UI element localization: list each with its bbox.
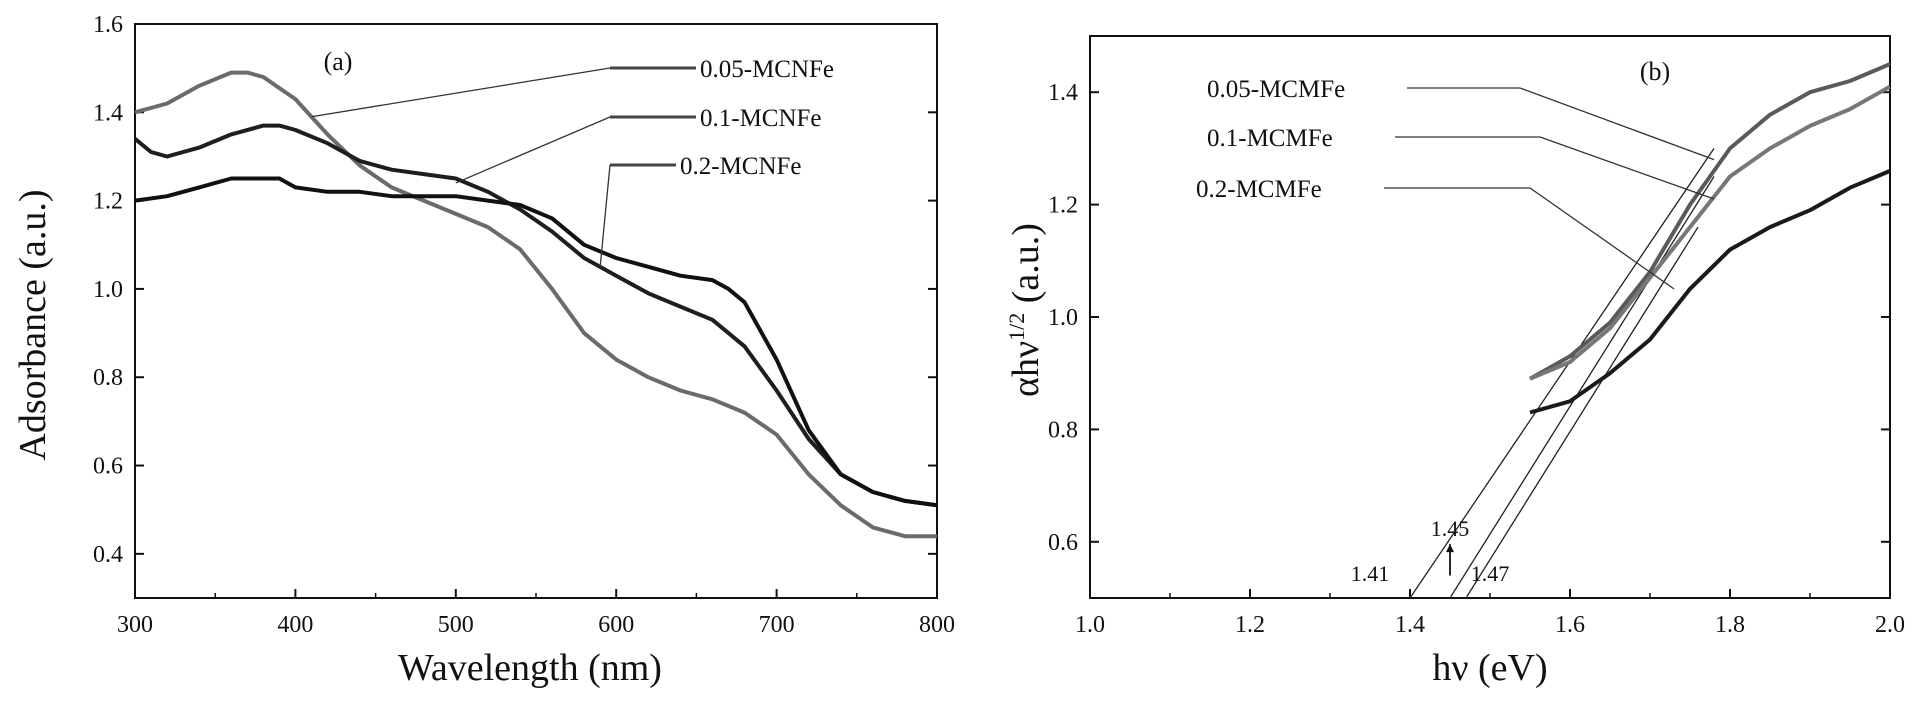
series-line-0.1-MCNFe xyxy=(135,123,937,508)
series-line-0.2-MCNFe xyxy=(135,176,937,508)
legend-pointer xyxy=(455,116,611,184)
x-tick-label: 1.4 xyxy=(1395,612,1425,638)
x-axis-title: Wavelength (nm) xyxy=(398,647,662,689)
annotation-label: 1.45 xyxy=(1431,516,1470,541)
x-tick-label: 1.0 xyxy=(1075,612,1105,638)
y-axis-title-main: αhν xyxy=(1005,341,1047,397)
y-tick-label: 1.2 xyxy=(1048,193,1078,219)
panel-a-absorbance-chart: 300 400 500 600 700 800 0.4 0.6 0.8 1.0 1.2 1.4 1.6 0… xyxy=(12,12,955,689)
series-line-0.2-MCMFe xyxy=(1529,169,1890,415)
y-tick-label: 0.8 xyxy=(1048,417,1078,443)
legend-pointer xyxy=(1519,87,1715,161)
series-line-0.05-MCNFe xyxy=(135,70,937,539)
x-tick-label: 700 xyxy=(759,612,795,638)
legend-label: 0.1-MCNFe xyxy=(700,105,822,132)
legend-label: 0.05-MCNFe xyxy=(700,56,834,83)
tangent-line xyxy=(1409,148,1715,598)
x-tick-label: 300 xyxy=(117,612,153,638)
legend-label: 0.2-MCNFe xyxy=(680,153,802,180)
y-axis-title: Adsorbance (a.u.) xyxy=(12,189,54,460)
x-tick-label: 1.2 xyxy=(1235,612,1265,638)
x-tick-label: 400 xyxy=(277,612,313,638)
legend-label: 0.1-MCMFe xyxy=(1207,125,1333,152)
legend-pointer xyxy=(1539,136,1715,200)
x-tick-label: 1.8 xyxy=(1715,612,1745,638)
y-tick-label: 0.4 xyxy=(93,542,123,568)
y-tick-label: 0.6 xyxy=(1048,530,1078,556)
x-tick-label: 1.6 xyxy=(1555,612,1585,638)
y-tick-label: 1.0 xyxy=(1048,305,1078,331)
annotation-label: 1.47 xyxy=(1471,561,1510,586)
legend-pointer xyxy=(599,164,611,267)
legend-label: 0.05-MCMFe xyxy=(1207,76,1345,103)
x-axis-title: hν (eV) xyxy=(1432,647,1547,689)
legend-pointer xyxy=(311,67,611,118)
x-tick-label: 600 xyxy=(598,612,634,638)
y-tick-label: 1.4 xyxy=(1048,80,1078,106)
annotation-arrowhead xyxy=(1446,544,1454,553)
series-line-0.1-MCMFe xyxy=(1529,84,1890,381)
tangent-line xyxy=(1465,226,1699,598)
y-tick-label: 1.0 xyxy=(93,277,123,303)
panel-label: (a) xyxy=(324,47,353,76)
series-line-0.05-MCMFe xyxy=(1529,62,1890,381)
panel-label: (b) xyxy=(1640,57,1670,86)
y-tick-label: 1.6 xyxy=(93,12,123,38)
y-tick-label: 1.2 xyxy=(93,189,123,215)
plot-frame xyxy=(1089,35,1891,599)
x-tick-label: 500 xyxy=(438,612,474,638)
legend-label: 0.2-MCMFe xyxy=(1196,176,1322,203)
y-tick-label: 0.6 xyxy=(93,454,123,480)
panel-b-tauc-plot: 1.0 1.2 1.4 1.6 1.8 2.0 0.6 0.8 1.0 1.2 1.4 0.05-MC… xyxy=(1004,35,1905,689)
x-tick-label: 800 xyxy=(919,612,955,638)
y-axis-title: αhν1/2 (a.u.) xyxy=(1004,223,1047,397)
x-tick-label: 2.0 xyxy=(1875,612,1905,638)
legend-pointer xyxy=(1529,187,1675,290)
y-axis-title-suffix: (a.u.) xyxy=(1005,223,1047,313)
y-tick-label: 1.4 xyxy=(93,100,123,126)
y-axis-title-sup: 1/2 xyxy=(1004,313,1029,341)
tangent-line xyxy=(1449,176,1715,598)
annotation-label: 1.41 xyxy=(1351,561,1390,586)
y-tick-label: 0.8 xyxy=(93,365,123,391)
